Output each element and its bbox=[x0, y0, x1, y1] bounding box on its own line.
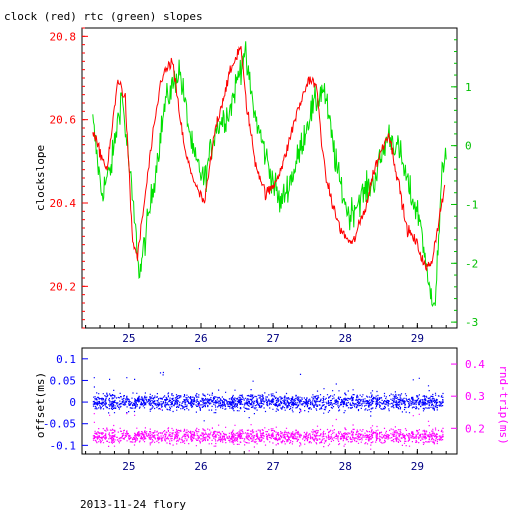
rtt-tick-label: 0.2 bbox=[465, 422, 485, 435]
clockslope-axis-label: clockslope bbox=[34, 145, 47, 211]
x-tick-label: 27 bbox=[266, 332, 279, 345]
y-tick-label: 20.4 bbox=[50, 197, 77, 210]
y2-tick-label: -1 bbox=[465, 198, 478, 211]
offset-tick-label: 0.1 bbox=[56, 353, 76, 366]
offset-axis-label: offset(ms) bbox=[34, 372, 47, 438]
x-tick-label: 25 bbox=[122, 332, 135, 345]
y-tick-label: 20.8 bbox=[50, 30, 77, 43]
x-tick-label: 28 bbox=[339, 332, 352, 345]
x-tick-label: 26 bbox=[194, 332, 207, 345]
offset-panel: 25 26 27 28 29 0.1 0.05 0 -0.05 -0.1 0.4 0.3 0.2 off… bbox=[34, 347, 510, 473]
offset-series-group bbox=[92, 368, 444, 452]
series-line-rtc bbox=[92, 41, 447, 308]
scatter-points-offset bbox=[92, 368, 444, 422]
x-tick-label: 26 bbox=[194, 460, 207, 473]
x-tick-label: 29 bbox=[411, 332, 424, 345]
offset-tick-label: -0.05 bbox=[43, 418, 76, 431]
y2-tick-label: 0 bbox=[465, 140, 472, 153]
offset-axes: 25 26 27 28 29 0.1 0.05 0 -0.05 -0.1 0.4 0.3 0.2 bbox=[43, 353, 485, 473]
round-trip-axis-label: rnd-trip(ms) bbox=[497, 365, 510, 444]
offset-tick-label: 0.05 bbox=[50, 374, 77, 387]
rtt-tick-label: 0.3 bbox=[465, 390, 485, 403]
slopes-series-group bbox=[92, 41, 447, 308]
rtt-tick-label: 0.4 bbox=[465, 358, 485, 371]
x-tick-label: 29 bbox=[411, 460, 424, 473]
series-line-clock bbox=[92, 45, 446, 272]
y-tick-label: 20.2 bbox=[50, 280, 77, 293]
scatter-points-round-trip bbox=[92, 404, 444, 452]
footer-label: 2013-11-24 flory bbox=[80, 498, 186, 511]
y-tick-label: 20.6 bbox=[50, 114, 77, 127]
y2-tick-label: 1 bbox=[465, 81, 472, 94]
offset-tick-label: 0 bbox=[69, 396, 76, 409]
y2-tick-label: -2 bbox=[465, 257, 478, 270]
x-tick-label: 28 bbox=[339, 460, 352, 473]
slopes-axes: 25 26 27 28 29 20.2 20.4 20.6 20.8 1 0 -1 -2 -3 bbox=[50, 27, 478, 345]
slopes-panel: 25 26 27 28 29 20.2 20.4 20.6 20.8 1 0 -1 -2 -3 clock… bbox=[34, 27, 478, 345]
x-tick-label: 25 bbox=[122, 460, 135, 473]
offset-frame bbox=[81, 347, 458, 455]
chart-title: clock (red) rtc (green) slopes bbox=[4, 10, 203, 23]
y2-tick-label: -3 bbox=[465, 316, 478, 329]
offset-tick-label: -0.1 bbox=[50, 439, 77, 452]
x-tick-label: 27 bbox=[266, 460, 279, 473]
